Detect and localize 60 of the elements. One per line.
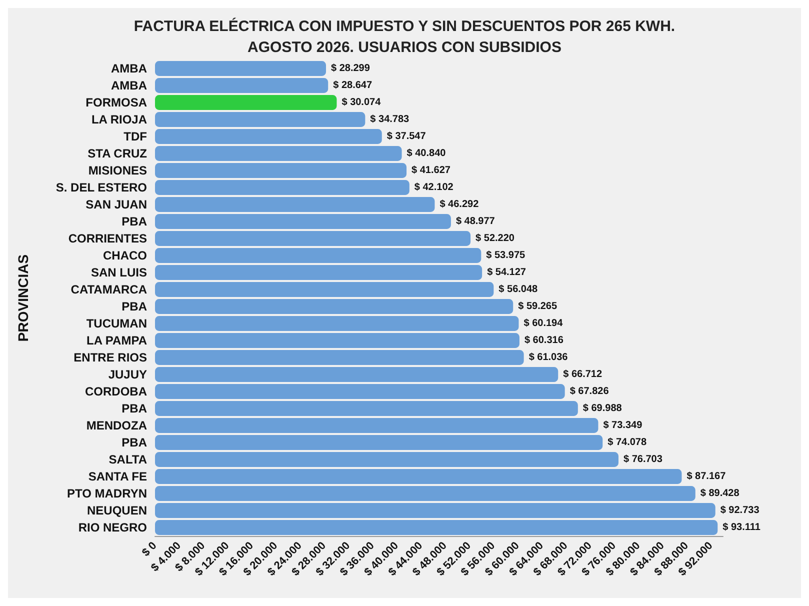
y-tick-label: JUJUY: [108, 368, 147, 382]
data-label: $ 92.733: [720, 505, 760, 516]
y-tick-label: CHACO: [103, 248, 147, 262]
data-label: $ 69.988: [582, 403, 622, 414]
y-tick-label: NEUQUEN: [86, 504, 147, 518]
y-tick-label: MISIONES: [88, 164, 147, 178]
y-tick-label: TUCUMAN: [86, 316, 147, 330]
data-label: $ 41.627: [412, 165, 451, 176]
y-tick-label: PBA: [122, 436, 148, 450]
data-label: $ 93.111: [722, 522, 761, 533]
data-label: $ 87.167: [686, 471, 726, 482]
data-label: $ 46.292: [440, 199, 480, 210]
y-tick-label: SAN LUIS: [90, 266, 147, 280]
data-label: $ 54.127: [487, 267, 526, 278]
y-tick-label: SAN JUAN: [86, 198, 147, 212]
data-label: $ 42.102: [414, 182, 454, 193]
data-label: $ 40.840: [406, 148, 446, 159]
data-label: $ 59.265: [518, 301, 558, 312]
y-tick-label: PBA: [122, 300, 148, 314]
data-label: $ 73.349: [603, 420, 643, 431]
data-label: $ 66.712: [563, 369, 602, 380]
data-label: $ 56.048: [498, 284, 538, 295]
data-label: $ 53.975: [486, 250, 526, 261]
y-tick-label: PBA: [122, 214, 148, 228]
y-tick-label: PTO MADRYN: [66, 486, 147, 500]
y-tick-label: AMBA: [111, 62, 148, 76]
chart-subtitle: AGOSTO 2026. USUARIOS CON SUBSIDIOS: [248, 39, 562, 56]
data-label: $ 30.074: [342, 97, 382, 108]
y-tick-label: S. DEL ESTERO: [56, 180, 147, 194]
data-label: $ 60.194: [524, 318, 564, 329]
data-label: $ 61.036: [528, 352, 568, 363]
y-tick-label: ENTRE RIOS: [74, 350, 147, 364]
y-tick-label: RIO NEGRO: [78, 520, 147, 534]
data-label: $ 52.220: [476, 233, 515, 244]
data-label: $ 48.977: [456, 216, 496, 227]
data-label: $ 76.703: [623, 454, 663, 465]
y-tick-label: SALTA: [108, 452, 148, 466]
y-tick-label: SANTA FE: [88, 470, 147, 484]
y-axis-title: PROVINCIAS: [15, 254, 31, 342]
y-tick-label: FORMOSA: [86, 96, 148, 110]
y-tick-label: TDF: [124, 130, 147, 144]
data-label: $ 67.826: [570, 386, 610, 397]
data-label: $ 34.783: [370, 114, 410, 125]
data-label: $ 28.647: [333, 80, 372, 91]
data-label: $ 89.428: [700, 488, 740, 499]
chart-title: FACTURA ELÉCTRICA CON IMPUESTO Y SIN DESCUENTOS POR 265 KWH.: [134, 17, 676, 35]
y-tick-label: LA RIOJA: [91, 112, 148, 126]
y-tick-label: AMBA: [111, 78, 148, 92]
x-tick-label: $ 0: [140, 540, 160, 560]
data-label: $ 60.316: [524, 335, 564, 346]
y-tick-label: CATAMARCA: [70, 282, 148, 296]
y-tick-label: LA PAMPA: [86, 334, 148, 348]
y-tick-label: STA CRUZ: [88, 146, 147, 160]
y-tick-label: CORDOBA: [85, 384, 148, 398]
y-tick-label: CORRIENTES: [68, 232, 147, 246]
y-tick-label: PBA: [122, 402, 148, 416]
y-tick-label: MENDOZA: [86, 418, 148, 432]
data-label: $ 37.547: [386, 131, 426, 142]
data-label: $ 74.078: [608, 437, 647, 448]
data-label: $ 28.299: [331, 63, 370, 74]
